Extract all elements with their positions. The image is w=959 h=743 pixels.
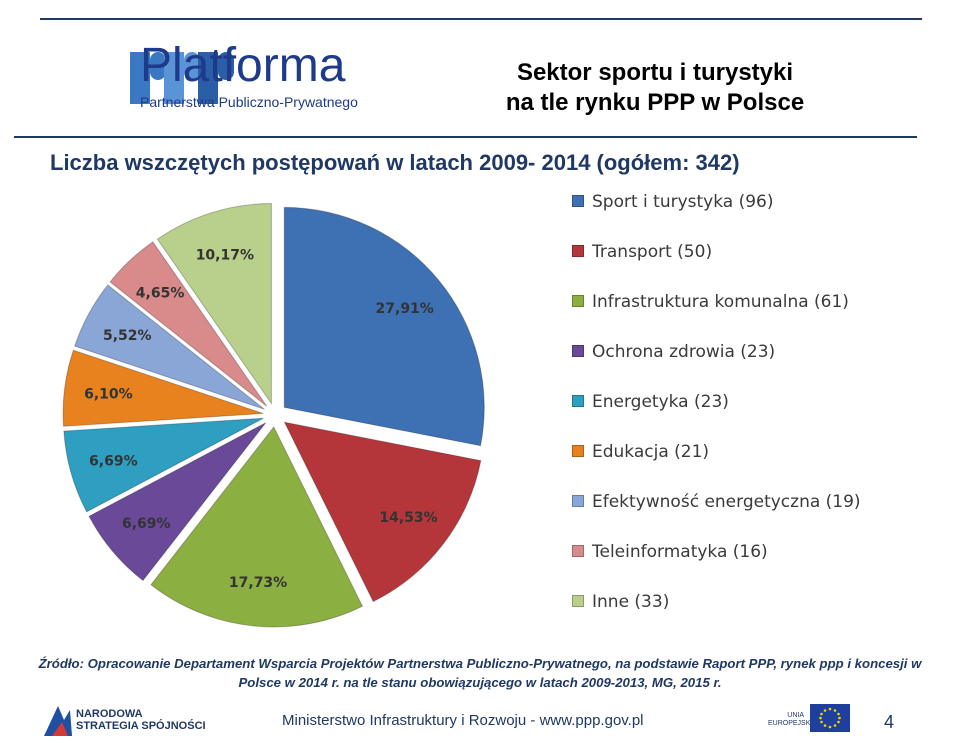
legend-swatch: [572, 295, 584, 307]
top-divider: [40, 18, 922, 20]
legend-label: Edukacja (21): [592, 442, 710, 462]
pie-slice: [62, 349, 264, 427]
legend-swatch: [572, 345, 584, 357]
page-number: 4: [884, 712, 895, 732]
page-title: Sektor sportu i turystyki na tle rynku P…: [470, 58, 840, 118]
legend-item: Efektywność energetyczna (19): [572, 490, 872, 515]
legend-label: Energetyka (23): [592, 392, 729, 412]
legend-item: Edukacja (21): [572, 440, 872, 465]
slice-label: 17,73%: [229, 575, 287, 591]
source-note: Źródło: Opracowanie Departament Wsparcia…: [38, 656, 922, 690]
legend-swatch: [572, 195, 584, 207]
legend-item: Energetyka (23): [572, 390, 872, 415]
logo-subtitle: Partnerstwa Publiczno-Prywatnego: [140, 94, 358, 110]
legend-item: Inne (33): [572, 590, 872, 615]
legend-swatch: [572, 545, 584, 557]
pie-slice: [109, 241, 268, 407]
pie-slice: [283, 421, 482, 603]
pie-slice: [150, 426, 364, 628]
ministry-footer: Ministerstwo Infrastruktury i Rozwoju - …: [282, 712, 644, 729]
slice-label: 14,53%: [379, 510, 437, 526]
legend-label: Inne (33): [592, 592, 670, 612]
chart-title: Liczba wszczętych postępowań w latach 20…: [50, 150, 740, 175]
pie-slice: [156, 203, 272, 406]
legend-label: Teleinformatyka (16): [592, 542, 768, 562]
ue-line-2: EUROPEJSKA: [768, 720, 816, 727]
legend-label: Ochrona zdrowia (23): [592, 342, 776, 362]
slice-label: 27,91%: [376, 301, 434, 317]
legend-label: Sport i turystyka (96): [592, 192, 774, 212]
pie-slice: [63, 417, 264, 513]
ue-text: UNIA EUROPEJSKA: [768, 712, 816, 728]
slice-label: 6,69%: [89, 454, 138, 470]
legend-label: Efektywność energetyczna (19): [592, 492, 861, 512]
legend-item: Infrastruktura komunalna (61): [572, 290, 872, 315]
legend-swatch: [572, 245, 584, 257]
pie-slice: [74, 284, 265, 410]
logo-name: Platforma: [140, 39, 346, 92]
eu-flag-icon: [810, 704, 850, 732]
legend-swatch: [572, 395, 584, 407]
title-line-2: na tle rynku PPP w Polsce: [505, 89, 805, 116]
legend-item: Sport i turystyka (96): [572, 190, 872, 215]
legend-label: Infrastruktura komunalna (61): [592, 292, 849, 312]
legend-swatch: [572, 595, 584, 607]
pie-chart: 27,91% 14,53% 17,73% 6,69% 6,69% 6,10% 5,52% 4,…: [62, 203, 485, 628]
legend-item: Teleinformatyka (16): [572, 540, 872, 565]
ns-line-2: STRATEGIA SPÓJNOŚCI: [76, 720, 206, 732]
slice-label: 10,17%: [196, 248, 254, 264]
slice-label: 5,52%: [103, 328, 152, 344]
slice-label: 6,69%: [122, 516, 171, 532]
ue-line-1: UNIA: [787, 712, 804, 719]
pie-slice: [88, 422, 267, 582]
legend-swatch: [572, 495, 584, 507]
legend-swatch: [572, 445, 584, 457]
pie-slice: [283, 206, 485, 447]
narodowa-strategia-text: NARODOWA STRATEGIA SPÓJNOŚCI: [76, 708, 206, 732]
legend-item: Ochrona zdrowia (23): [572, 340, 872, 365]
legend-item: Transport (50): [572, 240, 872, 265]
slice-label: 6,10%: [84, 386, 133, 402]
title-line-1: Sektor sportu i turystyki: [516, 59, 794, 86]
header-divider: [14, 136, 917, 138]
slice-label: 4,65%: [136, 285, 185, 301]
legend-label: Transport (50): [592, 242, 713, 262]
narodowa-strategia-logo-icon: [44, 706, 72, 736]
ppp-logo-icon: [130, 52, 234, 104]
ns-line-1: NARODOWA: [76, 708, 143, 720]
